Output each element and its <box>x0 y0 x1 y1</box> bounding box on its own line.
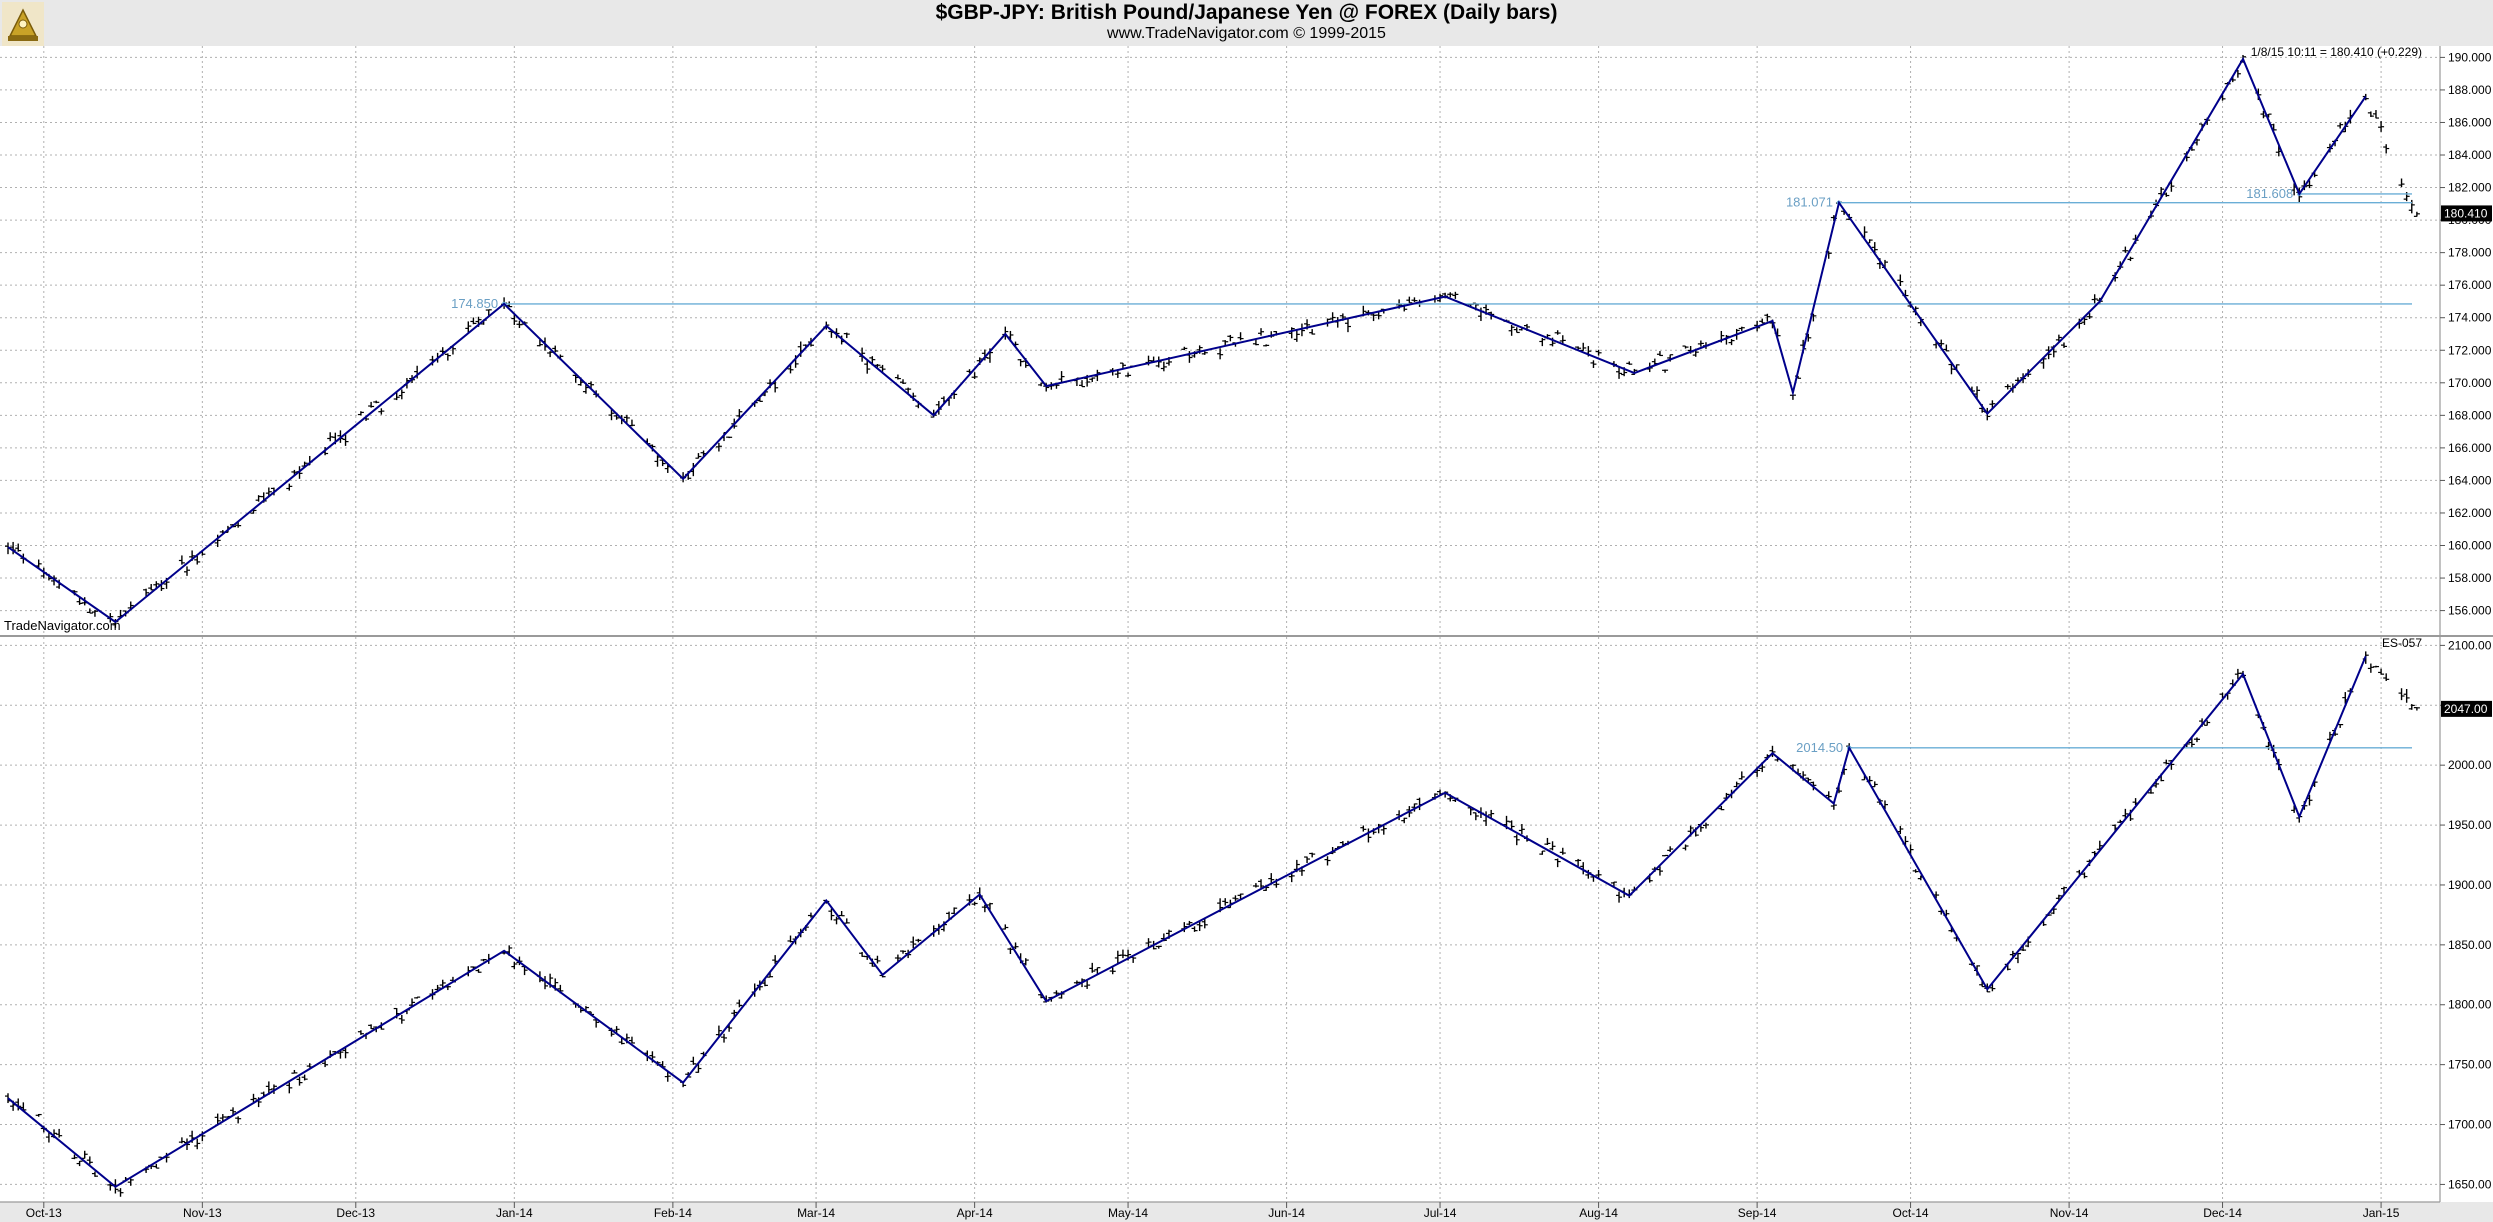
y-tick-label: 176.000 <box>2448 278 2492 292</box>
x-tick-label: Jul-14 <box>1424 1206 1457 1220</box>
y-tick-label: 1750.00 <box>2448 1058 2492 1072</box>
level-label: 2014.50 <box>1796 740 1843 755</box>
x-tick-label: Nov-13 <box>183 1206 222 1220</box>
y-tick-label: 158.000 <box>2448 571 2492 585</box>
y-tick-label: 1850.00 <box>2448 938 2492 952</box>
x-tick-label: Jan-14 <box>496 1206 533 1220</box>
y-tick-label: 190.000 <box>2448 50 2492 64</box>
x-tick-label: Apr-14 <box>957 1206 993 1220</box>
watermark-text: TradeNavigator.com <box>4 618 121 633</box>
level-label: 181.608 <box>2246 186 2293 201</box>
x-tick-label: Jun-14 <box>1268 1206 1305 1220</box>
y-tick-label: 2000.00 <box>2448 758 2492 772</box>
x-tick-label: Feb-14 <box>654 1206 692 1220</box>
x-tick-label: Dec-13 <box>336 1206 375 1220</box>
y-tick-label: 1700.00 <box>2448 1118 2492 1132</box>
y-tick-label: 160.000 <box>2448 539 2492 553</box>
upper-axis-background <box>2440 46 2493 635</box>
y-tick-label: 172.000 <box>2448 343 2492 357</box>
last-price-label: 180.410 <box>2444 206 2488 220</box>
upper-price-readout: 1/8/15 10:11 = 180.410 (+0.229) <box>2251 45 2422 59</box>
last-price-box <box>2441 205 2492 222</box>
zigzag-line <box>7 56 2367 624</box>
lower-panel-background <box>0 637 2440 1202</box>
y-tick-label: 170.000 <box>2448 376 2492 390</box>
x-tick-label: Mar-14 <box>797 1206 835 1220</box>
x-tick-label: Nov-14 <box>2050 1206 2089 1220</box>
last-price-label: 2047.00 <box>2444 702 2488 716</box>
y-tick-label: 186.000 <box>2448 115 2492 129</box>
y-tick-label: 174.000 <box>2448 311 2492 325</box>
lower-axis-background <box>2440 637 2493 1202</box>
lower-symbol-label: ES-057 <box>2382 636 2422 650</box>
y-tick-label: 164.000 <box>2448 473 2492 487</box>
x-tick-label: Aug-14 <box>1579 1206 1618 1220</box>
x-tick-label: Jan-15 <box>2363 1206 2400 1220</box>
y-tick-label: 1650.00 <box>2448 1177 2492 1191</box>
y-tick-label: 2100.00 <box>2448 638 2492 652</box>
x-tick-label: Dec-14 <box>2203 1206 2242 1220</box>
y-tick-label: 182.000 <box>2448 181 2492 195</box>
zigzag-line <box>7 655 2367 1189</box>
y-tick-label: 188.000 <box>2448 83 2492 97</box>
y-tick-label: 1950.00 <box>2448 818 2492 832</box>
level-label: 181.071 <box>1786 195 1833 210</box>
x-tick-label: Oct-14 <box>1893 1206 1929 1220</box>
y-tick-label: 184.000 <box>2448 148 2492 162</box>
y-tick-label: 1800.00 <box>2448 998 2492 1012</box>
last-price-box <box>2441 700 2492 717</box>
upper-panel-background <box>0 46 2440 635</box>
y-tick-label: 166.000 <box>2448 441 2492 455</box>
x-tick-label: May-14 <box>1108 1206 1148 1220</box>
y-tick-label: 1900.00 <box>2448 878 2492 892</box>
tradenavigator-logo-icon <box>2 2 44 46</box>
level-label: 174.850 <box>451 296 498 311</box>
y-tick-label: 156.000 <box>2448 604 2492 618</box>
x-tick-label: Oct-13 <box>26 1206 62 1220</box>
chart-title: $GBP-JPY: British Pound/Japanese Yen @ F… <box>935 1 1558 24</box>
x-tick-label: Sep-14 <box>1738 1206 1777 1220</box>
y-tick-label: 178.000 <box>2448 246 2492 260</box>
y-tick-label: 162.000 <box>2448 506 2492 520</box>
chart-subtitle: www.TradeNavigator.com © 1999-2015 <box>1107 25 1386 42</box>
y-tick-label: 168.000 <box>2448 408 2492 422</box>
